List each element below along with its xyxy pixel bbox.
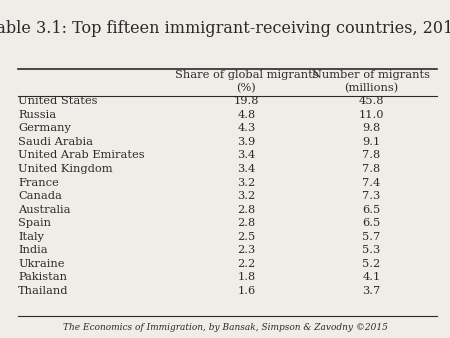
Text: United States: United States bbox=[18, 96, 98, 106]
Text: Number of migrants
(millions): Number of migrants (millions) bbox=[312, 70, 430, 93]
Text: 3.4: 3.4 bbox=[237, 164, 256, 174]
Text: 45.8: 45.8 bbox=[359, 96, 384, 106]
Text: France: France bbox=[18, 177, 59, 188]
Text: 6.5: 6.5 bbox=[362, 204, 380, 215]
Text: 3.2: 3.2 bbox=[237, 191, 256, 201]
Text: India: India bbox=[18, 245, 48, 255]
Text: 2.5: 2.5 bbox=[237, 232, 256, 242]
Text: 11.0: 11.0 bbox=[359, 110, 384, 120]
Text: Saudi Arabia: Saudi Arabia bbox=[18, 137, 93, 147]
Text: Australia: Australia bbox=[18, 204, 71, 215]
Text: 9.8: 9.8 bbox=[362, 123, 380, 134]
Text: 2.8: 2.8 bbox=[237, 218, 256, 228]
Text: 9.1: 9.1 bbox=[362, 137, 380, 147]
Text: The Economics of Immigration, by Bansak, Simpson & Zavodny ©2015: The Economics of Immigration, by Bansak,… bbox=[63, 323, 387, 332]
Text: 1.6: 1.6 bbox=[237, 286, 256, 296]
Text: Italy: Italy bbox=[18, 232, 44, 242]
Text: United Kingdom: United Kingdom bbox=[18, 164, 112, 174]
Text: 4.3: 4.3 bbox=[237, 123, 256, 134]
Text: 2.2: 2.2 bbox=[237, 259, 256, 269]
Text: 4.8: 4.8 bbox=[237, 110, 256, 120]
Text: Russia: Russia bbox=[18, 110, 56, 120]
Text: 5.7: 5.7 bbox=[362, 232, 380, 242]
Text: Germany: Germany bbox=[18, 123, 71, 134]
Text: 6.5: 6.5 bbox=[362, 218, 380, 228]
Text: 2.8: 2.8 bbox=[237, 204, 256, 215]
Text: 7.8: 7.8 bbox=[362, 164, 380, 174]
Text: 7.8: 7.8 bbox=[362, 150, 380, 161]
Text: 7.3: 7.3 bbox=[362, 191, 380, 201]
Text: 4.1: 4.1 bbox=[362, 272, 380, 282]
Text: Pakistan: Pakistan bbox=[18, 272, 67, 282]
Text: Ukraine: Ukraine bbox=[18, 259, 64, 269]
Text: Spain: Spain bbox=[18, 218, 51, 228]
Text: 3.7: 3.7 bbox=[362, 286, 380, 296]
Text: 1.8: 1.8 bbox=[237, 272, 256, 282]
Text: Canada: Canada bbox=[18, 191, 62, 201]
Text: 3.4: 3.4 bbox=[237, 150, 256, 161]
Text: United Arab Emirates: United Arab Emirates bbox=[18, 150, 144, 161]
Text: Share of global migrants
(%): Share of global migrants (%) bbox=[175, 70, 318, 93]
Text: 7.4: 7.4 bbox=[362, 177, 380, 188]
Text: 2.3: 2.3 bbox=[237, 245, 256, 255]
Text: 3.9: 3.9 bbox=[237, 137, 256, 147]
Text: 5.3: 5.3 bbox=[362, 245, 380, 255]
Text: Table 3.1: Top fifteen immigrant-receiving countries, 2013: Table 3.1: Top fifteen immigrant-receivi… bbox=[0, 20, 450, 37]
Text: 19.8: 19.8 bbox=[234, 96, 259, 106]
Text: 3.2: 3.2 bbox=[237, 177, 256, 188]
Text: 5.2: 5.2 bbox=[362, 259, 380, 269]
Text: Thailand: Thailand bbox=[18, 286, 68, 296]
